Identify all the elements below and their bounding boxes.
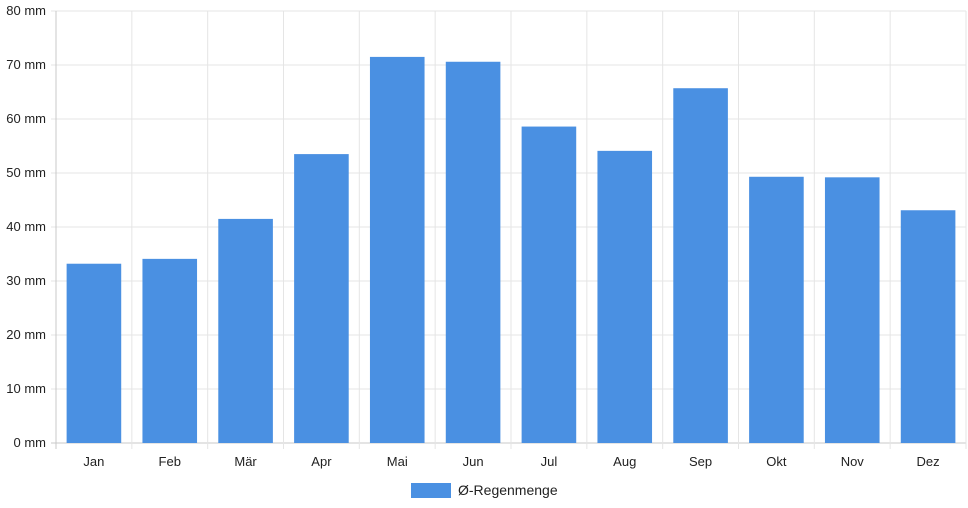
x-tick-label: Jul	[541, 454, 558, 469]
y-tick-label: 50 mm	[6, 165, 46, 180]
legend[interactable]: Ø-Regenmenge	[411, 482, 558, 498]
grid	[51, 10, 967, 449]
bar[interactable]	[66, 263, 122, 443]
x-tick-label: Jun	[463, 454, 484, 469]
bar[interactable]	[824, 177, 880, 443]
x-tick-label: Jan	[83, 454, 104, 469]
x-tick-label: Sep	[689, 454, 712, 469]
x-tick-label: Mär	[234, 454, 257, 469]
bar[interactable]	[900, 210, 956, 443]
y-tick-label: 10 mm	[6, 381, 46, 396]
y-tick-label: 0 mm	[14, 435, 47, 450]
y-tick-label: 30 mm	[6, 273, 46, 288]
bar[interactable]	[142, 258, 198, 443]
x-tick-label: Nov	[841, 454, 865, 469]
bar[interactable]	[597, 150, 653, 444]
x-tick-label: Apr	[311, 454, 332, 469]
bar[interactable]	[445, 61, 501, 443]
bar[interactable]	[521, 126, 577, 443]
y-tick-label: 70 mm	[6, 57, 46, 72]
x-tick-label: Mai	[387, 454, 408, 469]
x-tick-label: Dez	[917, 454, 940, 469]
bar[interactable]	[294, 154, 349, 443]
bar[interactable]	[218, 218, 273, 443]
bar[interactable]	[749, 176, 804, 443]
bar[interactable]	[369, 56, 425, 444]
y-tick-label: 60 mm	[6, 111, 46, 126]
y-tick-label: 40 mm	[6, 219, 46, 234]
y-axis: 0 mm 10 mm 20 mm 30 mm 40 mm 50 mm 60 mm…	[6, 3, 46, 450]
x-tick-label: Okt	[766, 454, 787, 469]
legend-label[interactable]: Ø-Regenmenge	[458, 482, 558, 498]
x-axis: Jan Feb Mär Apr Mai Jun Jul Aug Sep Okt …	[83, 454, 939, 469]
bar-series	[66, 56, 956, 444]
bar[interactable]	[673, 88, 728, 443]
y-tick-label: 80 mm	[6, 3, 46, 18]
y-tick-label: 20 mm	[6, 327, 46, 342]
x-tick-label: Aug	[613, 454, 636, 469]
legend-swatch[interactable]	[411, 483, 451, 498]
x-tick-label: Feb	[159, 454, 181, 469]
